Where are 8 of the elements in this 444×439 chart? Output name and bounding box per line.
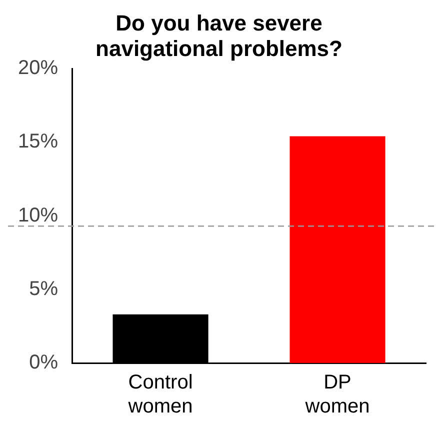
x-tick-label: Control women <box>127 372 193 418</box>
chart-title: Do you have severe navigational problems? <box>96 10 342 62</box>
y-tick-label: 10% <box>18 204 58 226</box>
y-tick-label: 5% <box>29 278 58 300</box>
x-tick-label: DP women <box>304 372 370 418</box>
y-tick-label: 20% <box>18 57 58 80</box>
y-tick-label: 0% <box>29 352 58 374</box>
y-tick-label: 15% <box>18 130 58 153</box>
